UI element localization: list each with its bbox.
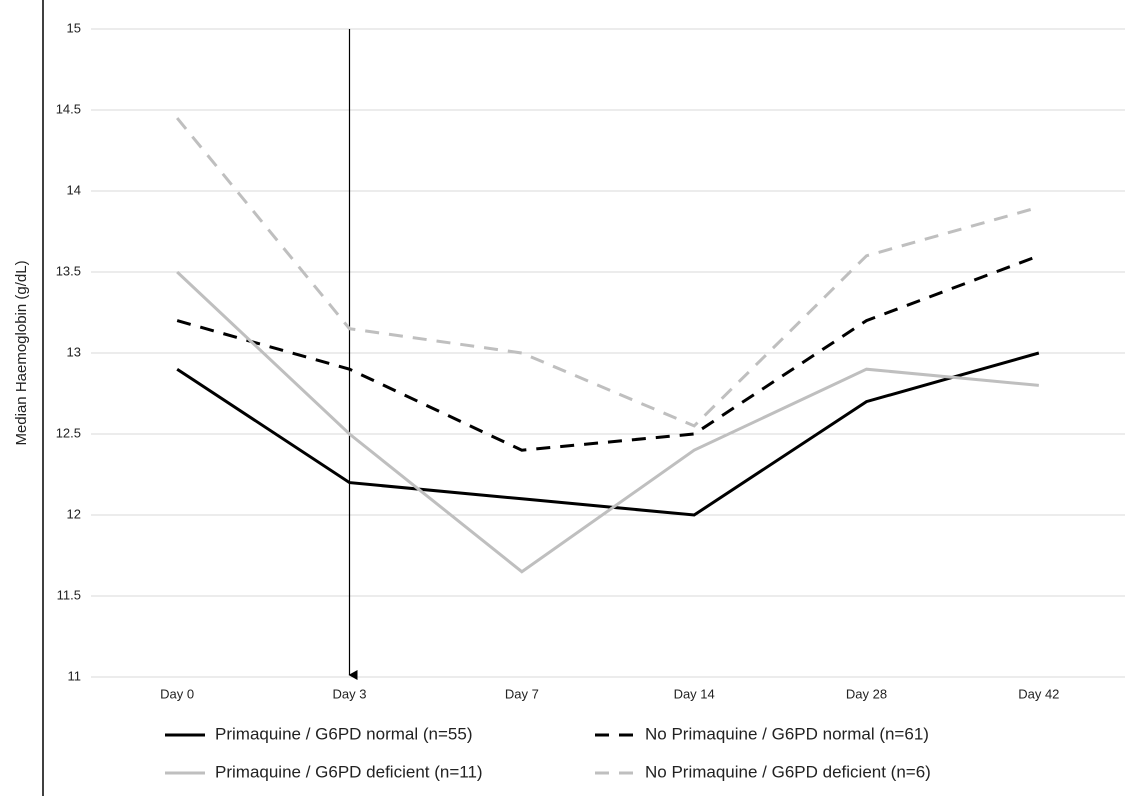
- y-tick-label: 14.5: [56, 101, 81, 116]
- y-tick-label: 11: [68, 668, 82, 683]
- y-axis-label: Median Haemoglobin (g/dL): [13, 260, 30, 445]
- y-tick-label: 15: [67, 20, 81, 35]
- series-line: [176, 270, 1039, 574]
- series-line: [176, 254, 1040, 452]
- y-tick-label: 11.5: [57, 587, 81, 602]
- y-tick-label: 12.5: [56, 425, 81, 440]
- x-tick-label: Day 0: [160, 686, 194, 701]
- legend-label: Primaquine / G6PD deficient (n=11): [215, 762, 483, 781]
- legend-label: Primaquine / G6PD normal (n=55): [215, 724, 472, 743]
- y-tick-label: 12: [67, 506, 81, 521]
- y-tick-label: 13: [67, 344, 81, 359]
- series-line: [176, 351, 1040, 517]
- legend-label: No Primaquine / G6PD deficient (n=6): [645, 762, 931, 781]
- legend-label: No Primaquine / G6PD normal (n=61): [645, 724, 929, 743]
- y-tick-label: 13.5: [56, 263, 81, 278]
- x-tick-label: Day 28: [846, 686, 887, 701]
- y-tick-label: 14: [67, 182, 81, 197]
- series-line: [176, 117, 1040, 428]
- x-tick-label: Day 14: [674, 686, 715, 701]
- x-tick-label: Day 3: [333, 686, 367, 701]
- x-tick-label: Day 42: [1018, 686, 1059, 701]
- x-tick-label: Day 7: [505, 686, 539, 701]
